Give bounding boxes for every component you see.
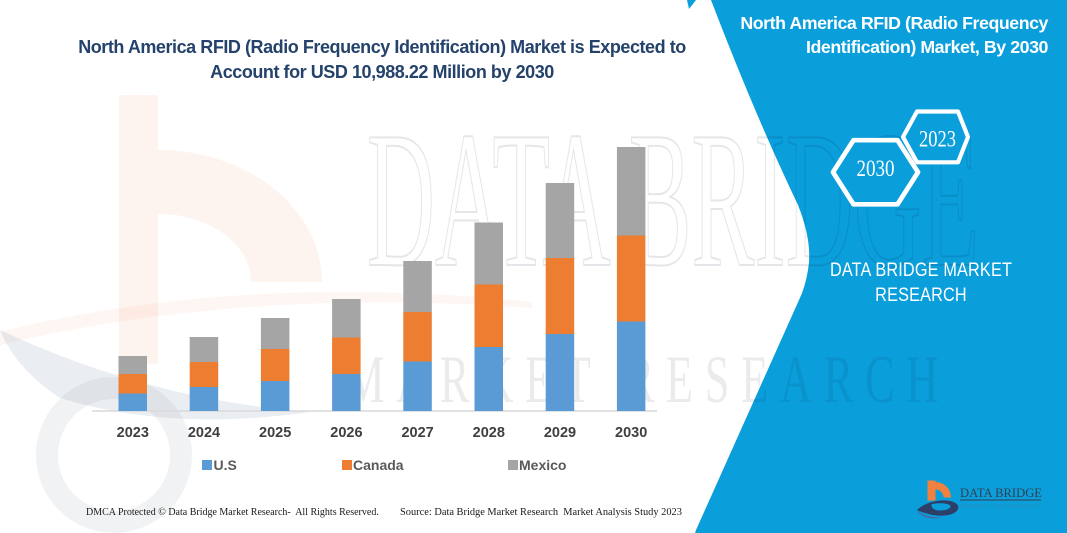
svg-text:2030: 2030 xyxy=(857,156,895,181)
svg-text:2023: 2023 xyxy=(919,126,956,151)
svg-text:MARKET RESEARCH: MARKET RESEARCH xyxy=(960,504,1038,510)
svg-text:DATA BRIDGE: DATA BRIDGE xyxy=(960,485,1042,500)
